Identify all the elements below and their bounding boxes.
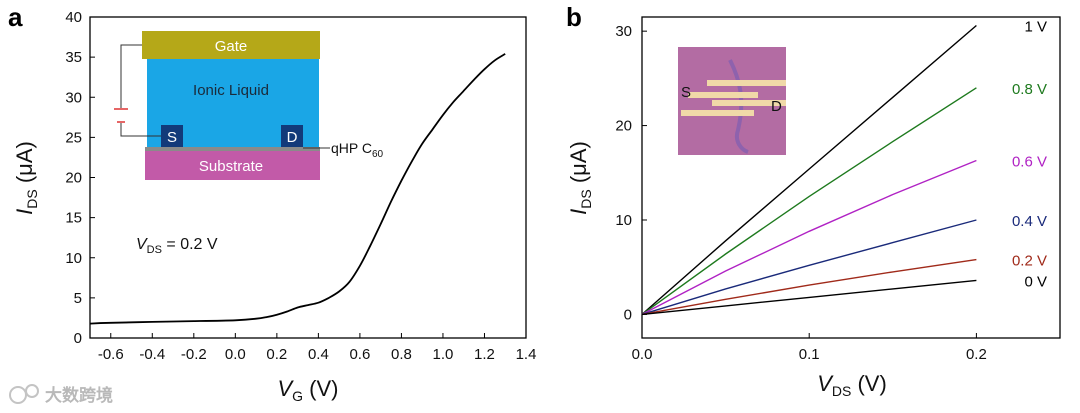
micrograph-drain-label: D	[771, 98, 782, 115]
panel-a-y-tick-label: 0	[74, 330, 82, 347]
panel-a-x-tick-label: 0.8	[391, 346, 412, 363]
watermark: 大数跨境	[9, 384, 113, 405]
panel-b-series-line	[641, 219, 977, 316]
panel-b-y-tick-label: 10	[615, 212, 632, 229]
electrode-finger-2	[688, 92, 758, 98]
panel-a-x-ticks: -0.6 -0.4 -0.2 0.0 0.2 0.4 0.6 0.8 1.0 1.2 1.4	[98, 333, 537, 363]
panel-b-x-tick-label: 0.1	[799, 346, 820, 363]
panel-a-x-tick-label: -0.6	[98, 346, 124, 363]
panel-a-x-tick-label: 0.2	[266, 346, 287, 363]
panel-b-series-label: 1 V	[1024, 18, 1047, 35]
panel-a-y-ticks: 0 5 10 15 20 25 30 35 40	[65, 9, 95, 347]
panel-a-annotation: VDS = 0.2 V	[136, 236, 218, 256]
panel-b-y-tick-label: 20	[615, 118, 632, 135]
panel-a-series	[89, 53, 506, 325]
gate-wire	[120, 44, 142, 108]
panel-a-x-tick-label: 0.0	[225, 346, 246, 363]
film-label: qHP C60	[331, 140, 384, 160]
panel-a-xlabel: VG (V)	[277, 376, 338, 404]
panel-a-x-tick-label: -0.2	[181, 346, 207, 363]
panel-a-x-tick-label: 1.2	[474, 346, 495, 363]
film-layer	[145, 147, 320, 152]
panel-a-y-tick-label: 10	[65, 250, 82, 267]
panel-b-series-line	[641, 87, 977, 315]
drain-label: D	[287, 129, 298, 146]
panel-b-series-label: 0.2 V	[1012, 253, 1047, 270]
micrograph-source-label: S	[681, 84, 691, 101]
electrode-finger-4	[681, 110, 754, 116]
panel-b-x-ticks: 0.0 0.1 0.2	[632, 333, 987, 363]
panel-b-series-label: 0 V	[1024, 273, 1047, 290]
panel-a-y-tick-label: 30	[65, 89, 82, 106]
panel-b-series-line	[641, 279, 977, 316]
panel-a-x-tick-label: 0.6	[349, 346, 370, 363]
panel-b-label: b	[566, 2, 582, 32]
panel-b-series-label: 0.8 V	[1012, 81, 1047, 98]
panel-b-series	[641, 24, 977, 316]
ionic-liquid-label: Ionic Liquid	[193, 82, 269, 99]
watermark-logo-icon-2	[25, 384, 39, 398]
panel-a-series-line	[89, 53, 506, 325]
drain-electrode	[281, 125, 303, 147]
panel-b-y-tick-label: 30	[615, 23, 632, 40]
panel-b-x-tick-label: 0.2	[966, 346, 987, 363]
panel-a-y-tick-label: 20	[65, 170, 82, 187]
panel-b-xlabel: VDS (V)	[817, 371, 887, 399]
panel-b-y-ticks: 0 10 20 30	[615, 23, 647, 323]
panel-a-y-tick-label: 5	[74, 290, 82, 307]
gate-block	[142, 31, 320, 59]
panel-a-x-tick-label: 0.4	[308, 346, 329, 363]
panel-a-y-tick-label: 25	[65, 129, 82, 146]
source-wire	[120, 123, 161, 137]
panel-b-frame	[641, 16, 1061, 339]
device-schematic-inset: Gate Ionic Liquid Substrate S D qHP C60	[114, 31, 384, 180]
panel-b-y-tick-label: 0	[624, 306, 632, 323]
source-label: S	[167, 129, 177, 146]
watermark-text: 大数跨境	[45, 385, 113, 405]
panel-a-chart: -0.6 -0.4 -0.2 0.0 0.2 0.4 0.6 0.8 1.0 1.2 1.4 0 5 1…	[12, 9, 536, 404]
panel-a-y-tick-label: 15	[65, 210, 82, 227]
panel-b-ylabel: IDS (μA)	[566, 141, 594, 215]
substrate-block	[145, 151, 320, 180]
panel-b-x-tick-label: 0.0	[632, 346, 653, 363]
panel-a-y-tick-label: 40	[65, 9, 82, 26]
panel-b-series-line	[641, 258, 977, 316]
source-electrode	[161, 125, 183, 147]
electrode-finger-1	[707, 80, 786, 86]
panel-b-chart: 0.0 0.1 0.2 0 10 20 30 1 V 0.8 V 0.6 V 0.4 V 0.2 …	[566, 16, 1061, 399]
panel-b-series-label: 0.4 V	[1012, 213, 1047, 230]
panel-a-y-tick-label: 35	[65, 49, 82, 66]
panel-b-series-label: 0.6 V	[1012, 154, 1047, 171]
panel-a-ylabel: IDS (μA)	[12, 141, 40, 215]
panel-b-series-line	[641, 24, 977, 315]
panel-a-label: a	[8, 2, 23, 32]
panel-a-x-tick-label: 1.4	[516, 346, 537, 363]
watermark-logo-icon	[9, 386, 27, 404]
gate-label: Gate	[215, 38, 248, 55]
panel-a-x-tick-label: -0.4	[139, 346, 165, 363]
micrograph-texture	[728, 59, 749, 154]
panel-b-series-labels: 1 V 0.8 V 0.6 V 0.4 V 0.2 V 0 V	[1012, 18, 1047, 290]
substrate-label: Substrate	[199, 158, 263, 175]
panel-a-x-tick-label: 1.0	[433, 346, 454, 363]
panel-b-series-line	[641, 159, 977, 316]
electrode-finger-3	[712, 100, 786, 106]
device-micrograph-inset: S D	[678, 47, 786, 155]
